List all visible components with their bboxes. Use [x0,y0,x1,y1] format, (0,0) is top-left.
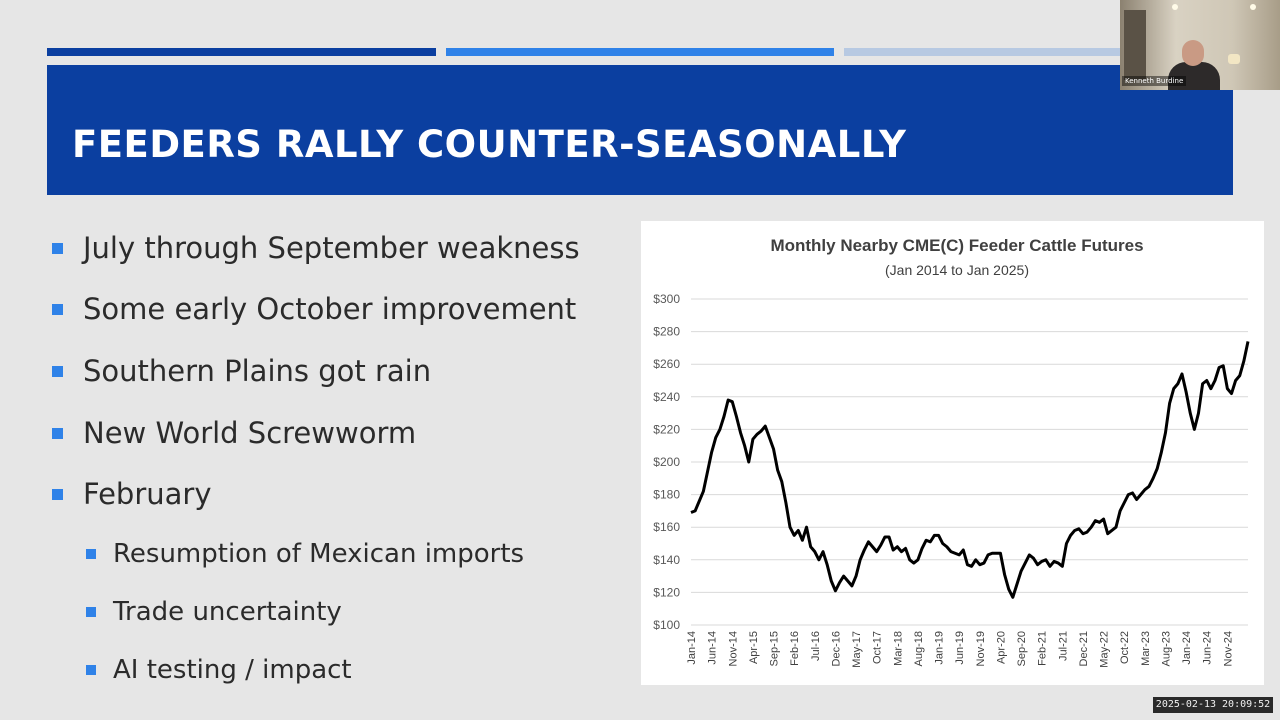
x-tick-label: Feb-21 [1037,631,1049,666]
bullet-item: Some early October improvement [52,292,576,326]
bullet-item: February [52,477,212,511]
ceiling-light-icon [1250,4,1256,10]
x-tick-label: Dec-16 [830,631,842,666]
x-tick-label: Apr-20 [995,631,1007,664]
lamp-icon [1228,54,1240,64]
webcam-name-label: Kenneth Burdine [1122,76,1187,86]
sub-bullet-text: AI testing / impact [113,655,352,685]
x-tick-label: Jan-19 [934,631,946,665]
y-tick-label: $200 [653,455,680,469]
bullet-square-icon [52,427,63,439]
sub-bullet-item: Resumption of Mexican imports [86,539,524,569]
slide-title: FEEDERS RALLY COUNTER-SEASONALLY [72,123,907,166]
x-tick-label: Jun-14 [707,631,719,665]
bullet-square-icon [86,665,96,675]
chart-series [690,341,1250,599]
x-tick-label: Jun-19 [954,631,966,665]
presenter-head [1182,40,1204,66]
x-tick-label: Mar-18 [892,631,904,666]
sub-bullet-item: AI testing / impact [86,655,352,685]
chart-title: Monthly Nearby CME(C) Feeder Cattle Futu… [770,236,1143,255]
accent-bar-dark [47,48,436,56]
y-tick-label: $220 [653,422,680,436]
y-tick-label: $240 [653,390,680,404]
x-tick-label: Mar-23 [1140,631,1152,666]
x-tick-label: Aug-18 [913,631,925,666]
y-tick-label: $100 [653,618,680,632]
x-tick-label: Nov-19 [975,631,987,666]
x-tick-label: Nov-14 [727,631,739,666]
bullet-square-icon [86,549,96,559]
bullet-square-icon [52,303,63,315]
bullet-text: Some early October improvement [83,292,577,326]
bullet-square-icon [52,488,63,500]
y-tick-label: $160 [653,520,680,534]
y-tick-label: $180 [653,488,680,502]
bullet-text: July through September weakness [83,231,580,265]
sub-bullet-item: Trade uncertainty [86,597,342,627]
x-tick-label: Jan-24 [1181,631,1193,665]
bullet-square-icon [52,242,63,254]
x-tick-label: Feb-16 [789,631,801,666]
y-tick-label: $120 [653,585,680,599]
presenter-body [1168,62,1220,90]
x-tick-label: Oct-22 [1119,631,1131,664]
x-tick-label: Sep-15 [769,631,781,666]
bullet-item: July through September weakness [52,231,580,265]
webcam-thumbnail[interactable] [1120,0,1280,90]
x-axis-ticks: Jan-14 Jun-14 Nov-14 Apr-15 Sep-15 Feb-16 Jul-… [686,631,1234,668]
y-tick-label: $260 [653,357,680,371]
x-tick-label: Jan-14 [686,631,698,665]
x-tick-label: Dec-21 [1078,631,1090,666]
bullet-square-icon [86,607,96,617]
bullet-square-icon [52,365,63,377]
bullet-text: February [83,477,212,511]
title-banner: FEEDERS RALLY COUNTER-SEASONALLY [47,65,1233,195]
line-chart: Monthly Nearby CME(C) Feeder Cattle Futu… [653,236,1250,668]
x-tick-label: Sep-20 [1016,631,1028,666]
recording-timestamp: 2025-02-13 20:09:52 [1153,697,1273,713]
y-tick-label: $280 [653,325,680,339]
x-tick-label: Aug-23 [1160,631,1172,666]
sub-bullet-text: Trade uncertainty [113,597,342,627]
webcam-doorway [1124,10,1146,80]
x-tick-label: Jul-16 [810,631,822,661]
sub-bullet-text: Resumption of Mexican imports [113,539,525,569]
bullet-text: New World Screwworm [83,416,417,450]
price-series-line [690,341,1250,599]
chart-gridlines [691,298,1248,626]
y-axis-ticks: $100 $120 $140 $160 $180 $200 $220 $240 $260 $280… [653,292,680,632]
accent-bar-light [844,48,1233,56]
chart-card: Monthly Nearby CME(C) Feeder Cattle Futu… [641,221,1264,685]
ceiling-light-icon [1172,4,1178,10]
bullet-text: Southern Plains got rain [83,354,432,388]
x-tick-label: May-17 [851,631,863,668]
x-tick-label: Jun-24 [1202,631,1214,665]
x-tick-label: May-22 [1099,631,1111,668]
chart-subtitle: (Jan 2014 to Jan 2025) [885,262,1029,278]
x-tick-label: Jul-21 [1057,631,1069,661]
x-tick-label: Oct-17 [872,631,884,664]
bullet-item: New World Screwworm [52,416,416,450]
y-tick-label: $300 [653,292,680,306]
y-tick-label: $140 [653,553,680,567]
x-tick-label: Apr-15 [748,631,760,664]
accent-bar-medium [446,48,834,56]
x-tick-label: Nov-24 [1222,631,1234,666]
bullet-item: Southern Plains got rain [52,354,431,388]
